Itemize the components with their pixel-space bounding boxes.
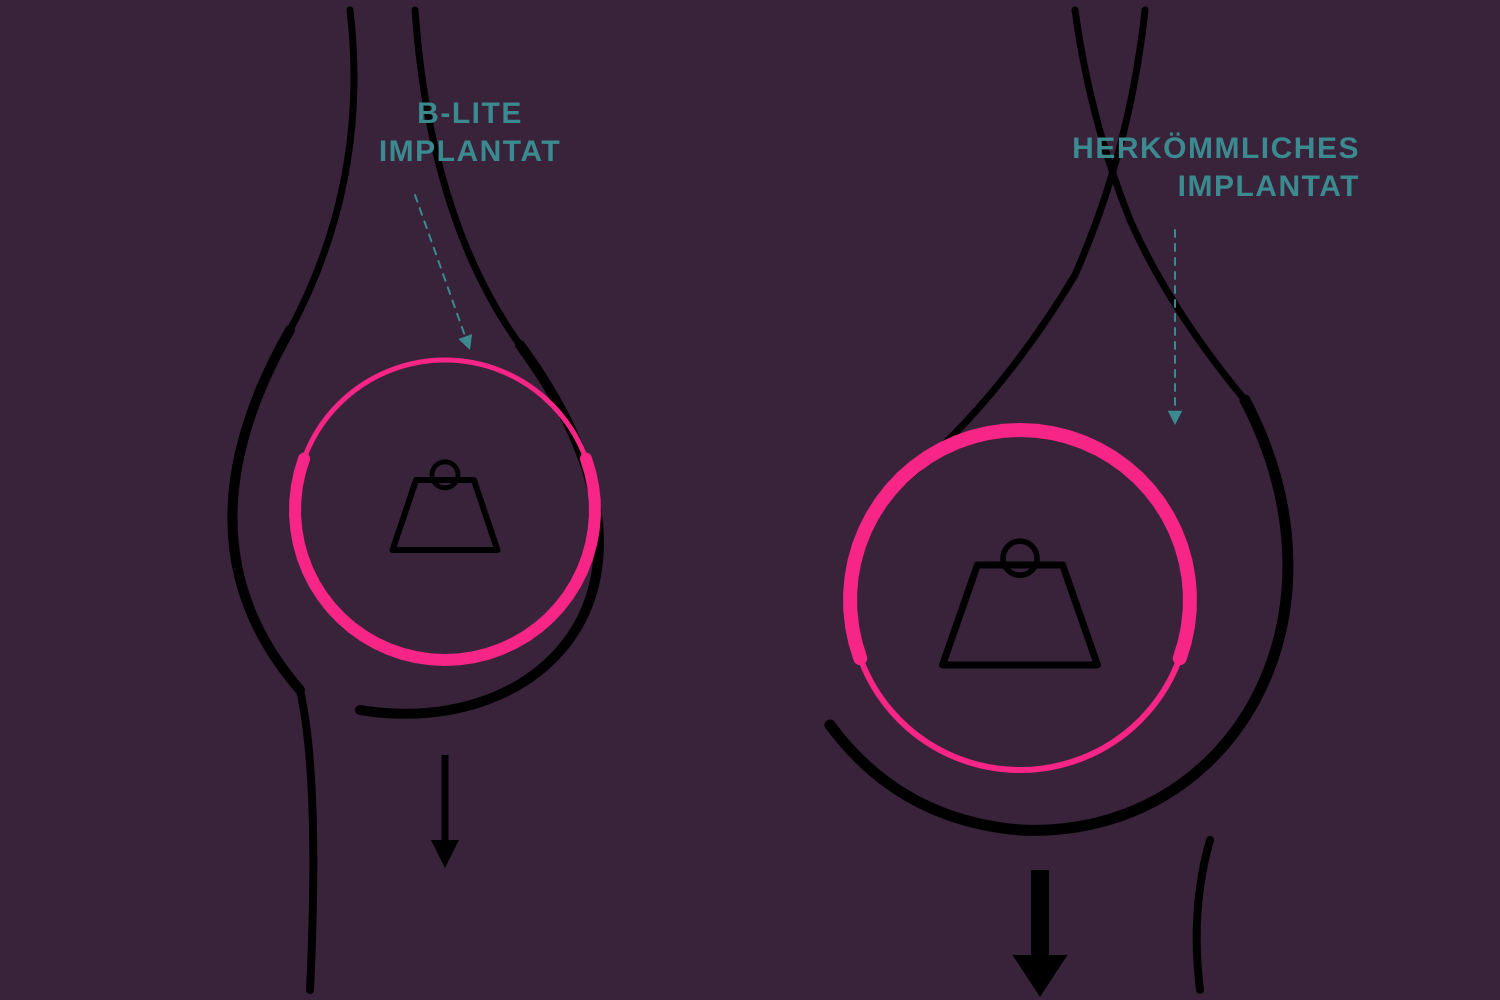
label-left: B-LITE IMPLANTAT bbox=[340, 95, 600, 170]
label-right-line2: IMPLANTAT bbox=[1178, 170, 1360, 203]
label-right: HERKÖMMLICHES IMPLANTAT bbox=[980, 130, 1360, 205]
label-left-line1: B-LITE bbox=[417, 97, 523, 130]
label-right-line1: HERKÖMMLICHES bbox=[1072, 132, 1360, 165]
label-left-line2: IMPLANTAT bbox=[379, 135, 561, 168]
